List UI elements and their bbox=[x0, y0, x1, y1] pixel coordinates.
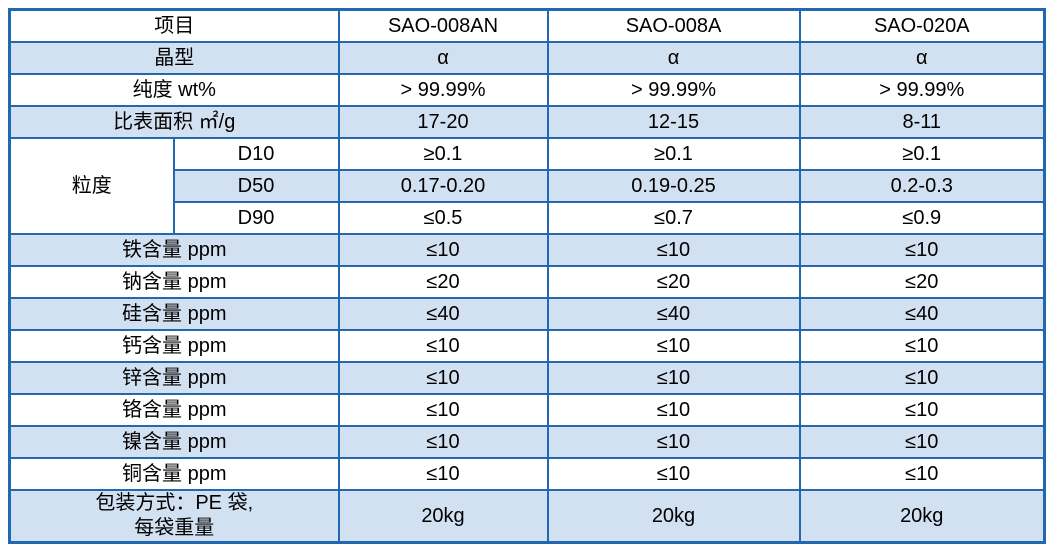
copper-value-3: ≤10 bbox=[798, 457, 1046, 491]
header-product-2: SAO-008A bbox=[546, 8, 801, 43]
header-product-3: SAO-020A bbox=[798, 8, 1046, 43]
table-row-nickel: 镍含量 ppm ≤10 ≤10 ≤10 bbox=[8, 425, 1046, 459]
packaging-label-line1: 包装方式：PE 袋, bbox=[95, 492, 254, 514]
d90-value-2: ≤0.7 bbox=[546, 201, 801, 235]
table-row-header: 项目 SAO-008AN SAO-008A SAO-020A bbox=[8, 8, 1046, 43]
nickel-value-3: ≤10 bbox=[798, 425, 1046, 459]
table-row-crystal: 晶型 α α α bbox=[8, 41, 1046, 75]
d90-label: D90 bbox=[172, 201, 340, 235]
crystal-label: 晶型 bbox=[8, 41, 340, 75]
silicon-value-1: ≤40 bbox=[337, 297, 549, 331]
header-product-1: SAO-008AN bbox=[337, 8, 549, 43]
sodium-value-1: ≤20 bbox=[337, 265, 549, 299]
sodium-label: 钠含量 ppm bbox=[8, 265, 340, 299]
table-row-silicon: 硅含量 ppm ≤40 ≤40 ≤40 bbox=[8, 297, 1046, 331]
packaging-label: 包装方式：PE 袋, 每袋重量 bbox=[8, 489, 340, 544]
d90-value-3: ≤0.9 bbox=[798, 201, 1046, 235]
particle-group-label: 粒度 bbox=[8, 137, 175, 235]
ssa-value-3: 8-11 bbox=[798, 105, 1046, 139]
d50-label: D50 bbox=[172, 169, 340, 203]
zinc-value-3: ≤10 bbox=[798, 361, 1046, 395]
iron-label: 铁含量 ppm bbox=[8, 233, 340, 267]
iron-value-1: ≤10 bbox=[337, 233, 549, 267]
table-row-purity: 纯度 wt% > 99.99% > 99.99% > 99.99% bbox=[8, 73, 1046, 107]
d10-value-2: ≥0.1 bbox=[546, 137, 801, 171]
copper-value-1: ≤10 bbox=[337, 457, 549, 491]
iron-value-2: ≤10 bbox=[546, 233, 801, 267]
purity-value-2: > 99.99% bbox=[546, 73, 801, 107]
table-row-packaging: 包装方式：PE 袋, 每袋重量 20kg 20kg 20kg bbox=[8, 489, 1046, 544]
crystal-value-1: α bbox=[337, 41, 549, 75]
purity-value-1: > 99.99% bbox=[337, 73, 549, 107]
table-row-chromium: 铬含量 ppm ≤10 ≤10 ≤10 bbox=[8, 393, 1046, 427]
calcium-value-3: ≤10 bbox=[798, 329, 1046, 363]
packaging-label-line2: 每袋重量 bbox=[134, 517, 215, 539]
table-row-calcium: 钙含量 ppm ≤10 ≤10 ≤10 bbox=[8, 329, 1046, 363]
table-row-d10: 粒度 D10 ≥0.1 ≥0.1 ≥0.1 bbox=[8, 137, 1046, 235]
crystal-value-2: α bbox=[546, 41, 801, 75]
sodium-value-2: ≤20 bbox=[546, 265, 801, 299]
d10-value-1: ≥0.1 bbox=[337, 137, 549, 171]
chromium-value-1: ≤10 bbox=[337, 393, 549, 427]
nickel-label: 镍含量 ppm bbox=[8, 425, 340, 459]
copper-value-2: ≤10 bbox=[546, 457, 801, 491]
table-row-d90: D90 ≤0.5 ≤0.7 ≤0.9 bbox=[10, 201, 1046, 235]
table-row-d50: D50 0.17-0.20 0.19-0.25 0.2-0.3 bbox=[10, 169, 1046, 203]
silicon-value-3: ≤40 bbox=[798, 297, 1046, 331]
table-row-ssa: 比表面积 ㎡/g 17-20 12-15 8-11 bbox=[8, 105, 1046, 139]
purity-label: 纯度 wt% bbox=[8, 73, 340, 107]
d50-value-1: 0.17-0.20 bbox=[337, 169, 549, 203]
table-row-copper: 铜含量 ppm ≤10 ≤10 ≤10 bbox=[8, 457, 1046, 491]
ssa-label: 比表面积 ㎡/g bbox=[8, 105, 340, 139]
d10-value-3: ≥0.1 bbox=[798, 137, 1046, 171]
nickel-value-2: ≤10 bbox=[546, 425, 801, 459]
ssa-value-2: 12-15 bbox=[546, 105, 801, 139]
chromium-value-2: ≤10 bbox=[546, 393, 801, 427]
chromium-value-3: ≤10 bbox=[798, 393, 1046, 427]
table-row-iron: 铁含量 ppm ≤10 ≤10 ≤10 bbox=[8, 233, 1046, 267]
d50-value-2: 0.19-0.25 bbox=[546, 169, 801, 203]
iron-value-3: ≤10 bbox=[798, 233, 1046, 267]
ssa-value-1: 17-20 bbox=[337, 105, 549, 139]
zinc-label: 锌含量 ppm bbox=[8, 361, 340, 395]
sodium-value-3: ≤20 bbox=[798, 265, 1046, 299]
packaging-value-3: 20kg bbox=[798, 489, 1046, 544]
copper-label: 铜含量 ppm bbox=[8, 457, 340, 491]
crystal-value-3: α bbox=[798, 41, 1046, 75]
packaging-value-2: 20kg bbox=[546, 489, 801, 544]
chromium-label: 铬含量 ppm bbox=[8, 393, 340, 427]
d90-value-1: ≤0.5 bbox=[337, 201, 549, 235]
d10-label: D10 bbox=[172, 137, 340, 171]
zinc-value-1: ≤10 bbox=[337, 361, 549, 395]
zinc-value-2: ≤10 bbox=[546, 361, 801, 395]
silicon-value-2: ≤40 bbox=[546, 297, 801, 331]
silicon-label: 硅含量 ppm bbox=[8, 297, 340, 331]
calcium-value-2: ≤10 bbox=[546, 329, 801, 363]
table-row-sodium: 钠含量 ppm ≤20 ≤20 ≤20 bbox=[8, 265, 1046, 299]
calcium-label: 钙含量 ppm bbox=[8, 329, 340, 363]
d50-value-3: 0.2-0.3 bbox=[798, 169, 1046, 203]
spec-table: 项目 SAO-008AN SAO-008A SAO-020A 晶型 α α α … bbox=[8, 8, 1046, 544]
calcium-value-1: ≤10 bbox=[337, 329, 549, 363]
header-item-label: 项目 bbox=[8, 8, 340, 43]
purity-value-3: > 99.99% bbox=[798, 73, 1046, 107]
table-row-zinc: 锌含量 ppm ≤10 ≤10 ≤10 bbox=[8, 361, 1046, 395]
nickel-value-1: ≤10 bbox=[337, 425, 549, 459]
packaging-value-1: 20kg bbox=[337, 489, 549, 544]
